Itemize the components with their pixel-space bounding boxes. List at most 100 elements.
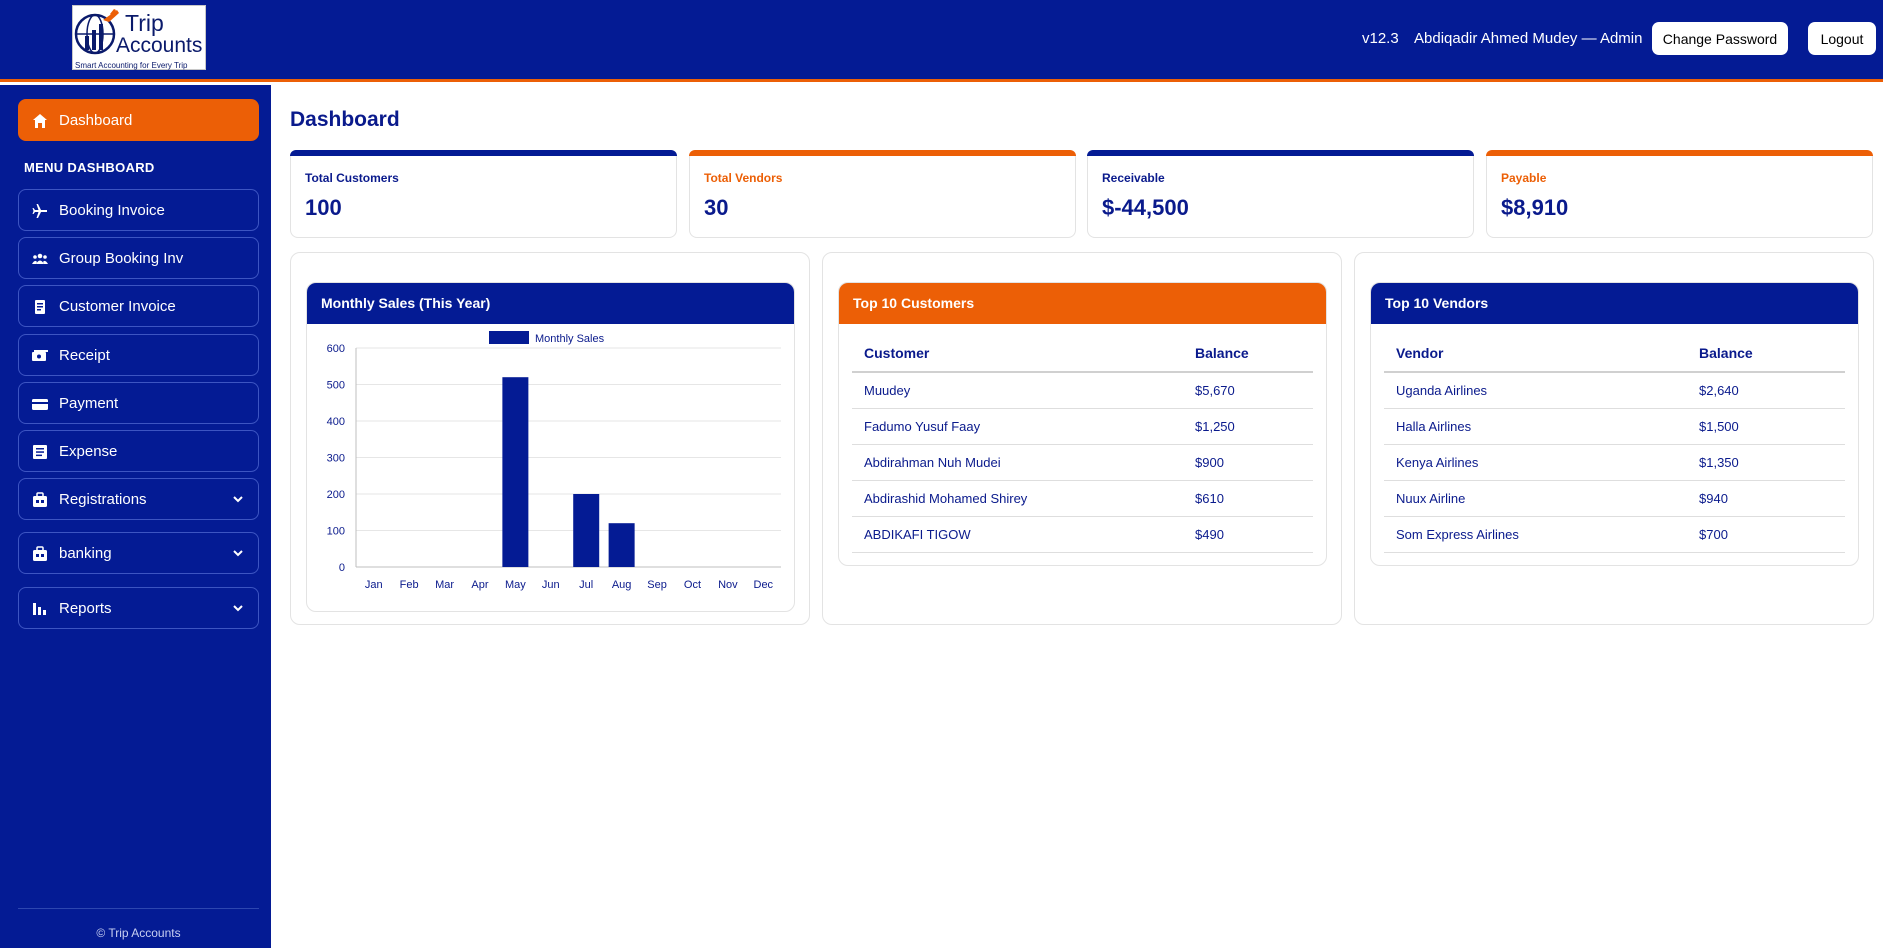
bar: [573, 494, 600, 567]
logo-tagline: Smart Accounting for Every Trip: [75, 61, 188, 70]
stat-accent-bar: [290, 150, 677, 156]
vendor-name: Nuux Airline: [1384, 480, 1687, 517]
stat-accent-bar: [1486, 150, 1873, 156]
sidebar-item-registrations[interactable]: Registrations: [18, 478, 259, 520]
sidebar-item-banking[interactable]: banking: [18, 532, 259, 574]
sidebar-item-group-booking[interactable]: Group Booking Inv: [18, 237, 259, 279]
customer-balance: $610: [1183, 480, 1313, 517]
vendor-name: Halla Airlines: [1384, 408, 1687, 445]
table-row[interactable]: Som Express Airlines $700: [1384, 516, 1845, 553]
sidebar-item-label: Customer Invoice: [59, 298, 176, 315]
stat-value: 100: [305, 195, 342, 220]
stat-value: 30: [704, 195, 729, 220]
globe-icon: [74, 9, 119, 55]
bar: [608, 523, 635, 567]
receipt-icon: [32, 350, 48, 361]
x-tick-label: Dec: [754, 579, 774, 591]
table-row[interactable]: Abdirahman Nuh Mudei $900: [852, 444, 1313, 481]
vendor-name: Kenya Airlines: [1384, 444, 1687, 481]
chevron-down-icon: [233, 550, 243, 557]
vendors-panel: Top 10 Vendors Vendor Balance Uganda Air…: [1354, 252, 1874, 625]
vendor-name: Uganda Airlines: [1384, 372, 1687, 409]
sidebar-item-booking-invoice[interactable]: Booking Invoice: [18, 189, 259, 231]
customers-panel: Top 10 Customers Customer Balance Muudey…: [822, 252, 1342, 625]
x-tick-label: Oct: [684, 579, 701, 591]
table-row[interactable]: ABDIKAFI TIGOW $490: [852, 516, 1313, 553]
table-header-row: Vendor Balance: [1384, 335, 1845, 373]
stat-accent-bar: [689, 150, 1076, 156]
vendors-card-title: Top 10 Vendors: [1371, 283, 1858, 324]
logo-text-accounts: Accounts: [116, 34, 203, 57]
customer-balance: $900: [1183, 444, 1313, 481]
copyright: © Trip Accounts: [96, 926, 181, 940]
menu-section-title: MENU DASHBOARD: [24, 160, 155, 175]
group-icon: [32, 253, 48, 264]
logout-button[interactable]: Logout: [1808, 22, 1876, 55]
customer-balance: $490: [1183, 516, 1313, 553]
sidebar-item-expense[interactable]: Expense: [18, 430, 259, 472]
vendor-balance: $700: [1687, 516, 1845, 553]
stat-accent-bar: [1087, 150, 1474, 156]
sales-card-title: Monthly Sales (This Year): [307, 283, 794, 324]
column-header-customer: Customer: [852, 335, 1183, 373]
card-icon: [32, 399, 48, 410]
logo-text-trip: Trip: [125, 10, 164, 36]
table-row[interactable]: Halla Airlines $1,500: [1384, 408, 1845, 445]
table-row[interactable]: Muudey $5,670: [852, 372, 1313, 409]
briefcase-icon: [33, 492, 47, 507]
x-tick-label: Feb: [400, 579, 419, 591]
y-tick-label: 0: [339, 562, 345, 574]
sidebar-item-label: banking: [59, 545, 112, 562]
customer-name: Abdirahman Nuh Mudei: [852, 444, 1183, 481]
customer-name: Fadumo Yusuf Faay: [852, 408, 1183, 445]
vendor-name: Som Express Airlines: [1384, 516, 1687, 553]
sidebar-item-label: Expense: [59, 443, 118, 460]
y-tick-label: 600: [327, 343, 345, 355]
table-row[interactable]: Nuux Airline $940: [1384, 480, 1845, 517]
sidebar-item-label: Group Booking Inv: [59, 250, 184, 267]
x-tick-label: Apr: [471, 579, 488, 591]
y-tick-label: 100: [327, 526, 345, 538]
table-row[interactable]: Uganda Airlines $2,640: [1384, 372, 1845, 409]
customers-card-title: Top 10 Customers: [839, 283, 1326, 324]
sidebar-item-label: Dashboard: [59, 112, 133, 129]
vendors-table: Vendor Balance Uganda Airlines $2,640 Hal…: [1384, 335, 1845, 553]
sidebar-item-label: Registrations: [59, 491, 147, 508]
app-logo[interactable]: Trip Accounts Smart Accounting for Every…: [72, 5, 206, 70]
customer-name: ABDIKAFI TIGOW: [852, 516, 1183, 553]
customer-balance: $5,670: [1183, 372, 1313, 409]
customer-name: Muudey: [852, 372, 1183, 409]
sidebar-item-customer-invoice[interactable]: Customer Invoice: [18, 285, 259, 327]
y-tick-label: 500: [327, 380, 345, 392]
monthly-sales-chart: 0 100 200 300 400 500 600 Jan Feb Mar Apr May Jun Jul…: [327, 331, 781, 591]
bank-icon: [33, 546, 47, 561]
sidebar-item-reports[interactable]: Reports: [18, 587, 259, 629]
sidebar-item-payment[interactable]: Payment: [18, 382, 259, 424]
y-tick-label: 300: [327, 453, 345, 465]
column-header-vendor: Vendor: [1384, 335, 1687, 373]
chart-icon: [33, 603, 46, 615]
top-bar: Trip Accounts Smart Accounting for Every…: [0, 0, 1883, 82]
sidebar-item-label: Payment: [59, 395, 119, 412]
stat-value: $-44,500: [1102, 195, 1189, 220]
sales-card: Monthly Sales (This Year) 0 100 200 300 400 5…: [306, 282, 795, 612]
table-row[interactable]: Fadumo Yusuf Faay $1,250: [852, 408, 1313, 445]
sidebar-divider: [18, 908, 259, 909]
vendor-balance: $2,640: [1687, 372, 1845, 409]
stat-card-total-customers: Total Customers 100: [290, 150, 677, 238]
table-row[interactable]: Kenya Airlines $1,350: [1384, 444, 1845, 481]
sidebar-item-label: Booking Invoice: [59, 202, 165, 219]
x-tick-label: Jul: [579, 579, 593, 591]
sidebar-item-receipt[interactable]: Receipt: [18, 334, 259, 376]
change-password-button[interactable]: Change Password: [1652, 22, 1788, 55]
vendor-balance: $940: [1687, 480, 1845, 517]
customers-card: Top 10 Customers Customer Balance Muudey…: [838, 282, 1327, 566]
x-tick-label: May: [505, 579, 526, 591]
sidebar-item-dashboard[interactable]: Dashboard: [18, 99, 259, 141]
invoice-icon: [35, 300, 45, 314]
stat-card-total-vendors: Total Vendors 30: [689, 150, 1076, 238]
plane-icon: [32, 204, 47, 218]
x-tick-label: Nov: [718, 579, 738, 591]
table-row[interactable]: Abdirashid Mohamed Shirey $610: [852, 480, 1313, 517]
user-info: Abdiqadir Ahmed Mudey — Admin: [1414, 30, 1643, 47]
